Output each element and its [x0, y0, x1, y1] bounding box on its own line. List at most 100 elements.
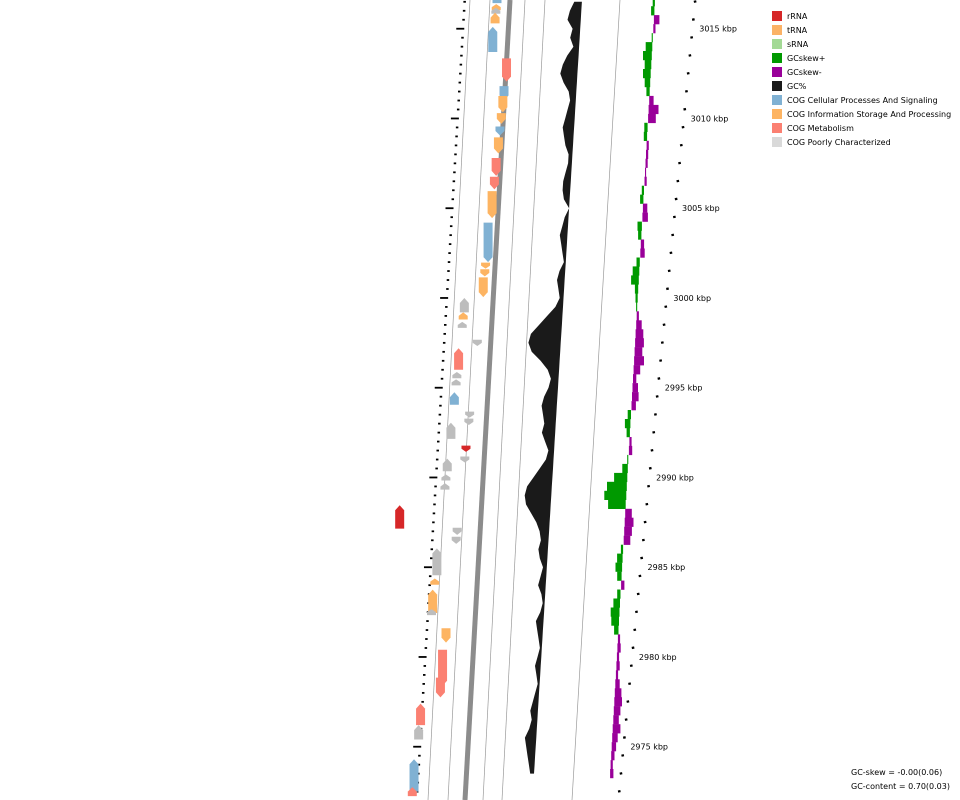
gene-feature-cellular: [449, 392, 459, 405]
gene-feature-rrna: [461, 445, 471, 452]
gc-skew-minus-bar: [615, 670, 619, 680]
gene-feature-poorly: [441, 474, 451, 481]
legend-item: COG Information Storage And Processing: [772, 107, 951, 121]
gene-feature-poorly: [442, 458, 452, 472]
tick-label: 3010 kbp: [691, 114, 729, 123]
genome-backbone: [462, 0, 513, 800]
legend-item: COG Metabolism: [772, 121, 951, 135]
minor-tick: [653, 413, 657, 416]
legend-label: COG Cellular Processes And Signaling: [787, 95, 938, 105]
legend-label: GCskew+: [787, 53, 826, 63]
gc-skew-minus-bar: [645, 158, 648, 168]
gc-skew-minus-bar: [640, 239, 645, 249]
minor-tick: [684, 89, 688, 93]
minor-tick: [643, 520, 647, 524]
gc-skew-minus-bar: [616, 661, 620, 671]
legend-swatch: [772, 39, 782, 49]
minor-tick: [636, 592, 640, 596]
gc-skew-minus-bar: [612, 733, 618, 743]
gc-skew-plus-bar: [608, 499, 626, 509]
gc-skew-plus-bar: [638, 230, 642, 240]
gc-content-summary: GC-content = 0.70(0.03): [851, 782, 950, 791]
gc-skew-minus-bar: [623, 535, 631, 545]
gc-skew-plus-bar: [613, 598, 620, 608]
gc-skew-minus-bar: [640, 248, 645, 258]
legend-item: GCskew-: [772, 65, 951, 79]
legend-swatch: [772, 95, 782, 105]
gc-skew-plus-bar: [640, 194, 644, 204]
minor-tick: [666, 287, 669, 291]
gene-feature-poorly: [446, 422, 456, 439]
gc-skew-plus-bar: [634, 284, 639, 294]
gc-skew-minus-bar: [633, 374, 637, 384]
minor-tick: [678, 161, 682, 165]
gene-feature-information: [441, 628, 451, 643]
legend-label: COG Information Storage And Processing: [787, 109, 952, 119]
gc-skew-plus-bar: [622, 463, 628, 474]
gc-skew-minus-bar: [634, 347, 643, 357]
gc-skew-minus-bar: [612, 724, 621, 734]
gc-skew-plus-bar: [644, 78, 651, 88]
minor-tick: [669, 251, 673, 255]
gene-feature-poorly: [452, 527, 462, 535]
legend-item: rRNA: [772, 9, 951, 23]
gc-skew-minus-bar: [653, 15, 660, 25]
gc-skew-minus-bar: [613, 706, 621, 716]
minor-tick: [693, 0, 697, 3]
gc-skew-minus-bar: [636, 311, 639, 321]
legend-swatch: [772, 123, 782, 133]
minor-tick: [657, 377, 661, 380]
legend-label: GC%: [787, 81, 807, 91]
minor-tick: [640, 556, 644, 560]
gene-feature-poorly: [432, 548, 442, 576]
minor-tick: [681, 125, 685, 129]
legend-item: GC%: [772, 79, 951, 93]
gc-skew-minus-bar: [634, 356, 644, 366]
gc-skew-minus-bar: [642, 212, 648, 222]
legend-label: tRNA: [787, 25, 808, 35]
gene-feature-cellular: [409, 759, 419, 792]
gc-skew-plus-bar: [620, 544, 624, 554]
legend-item: COG Cellular Processes And Signaling: [772, 93, 951, 107]
tick-label: 2985 kbp: [648, 563, 686, 572]
gc-skew-plus-bar: [641, 185, 644, 195]
gc-skew-minus-bar: [610, 769, 614, 779]
gc-skew-plus-bar: [627, 454, 629, 465]
legend-swatch: [772, 81, 782, 91]
gene-feature-poorly: [414, 725, 424, 740]
gc-skew-plus-bar: [626, 428, 630, 438]
gene-feature-information: [480, 269, 490, 277]
gene-feature-information: [498, 96, 508, 113]
tick-label: 3015 kbp: [699, 25, 737, 34]
legend-label: GCskew-: [787, 67, 822, 77]
legend-item: tRNA: [772, 23, 951, 37]
legend-item: COG Poorly Characterized: [772, 135, 951, 149]
gc-skew-minus-bar: [632, 383, 638, 393]
gc-skew-plus-bar: [627, 410, 631, 420]
gc-skew-minus-bar: [631, 401, 636, 411]
minor-tick: [691, 18, 695, 21]
minor-tick: [683, 107, 687, 111]
gc-skew-minus-bar: [636, 320, 642, 330]
minor-tick: [650, 448, 654, 452]
legend-label: COG Metabolism: [787, 123, 854, 133]
gc-skew-plus-bar: [636, 257, 640, 267]
gc-skew-minus-bar: [625, 508, 632, 518]
gene-feature-information: [491, 4, 501, 11]
gc-skew-minus-bar: [653, 24, 656, 34]
gc-skew-plus-bar: [646, 86, 650, 97]
minor-tick: [619, 772, 623, 775]
minor-tick: [659, 359, 663, 362]
legend-item: GCskew+: [772, 51, 951, 65]
gene-feature-metabolism: [502, 58, 512, 82]
genome-stats: GC-skew = -0.00(0.06) GC-content = 0.70(…: [851, 766, 956, 794]
gc-skew-plus-bar: [614, 625, 619, 635]
gc-skew-minus-bar: [616, 652, 620, 662]
gc-skew-minus-bar: [613, 715, 619, 725]
gc-skew-minus-bar: [642, 203, 648, 213]
gene-feature-information: [493, 137, 503, 154]
gc-skew-plus-bar: [644, 60, 652, 70]
gene-feature-metabolism: [416, 703, 426, 726]
minor-tick: [674, 197, 678, 201]
track-guide-inner-2: [447, 0, 491, 800]
